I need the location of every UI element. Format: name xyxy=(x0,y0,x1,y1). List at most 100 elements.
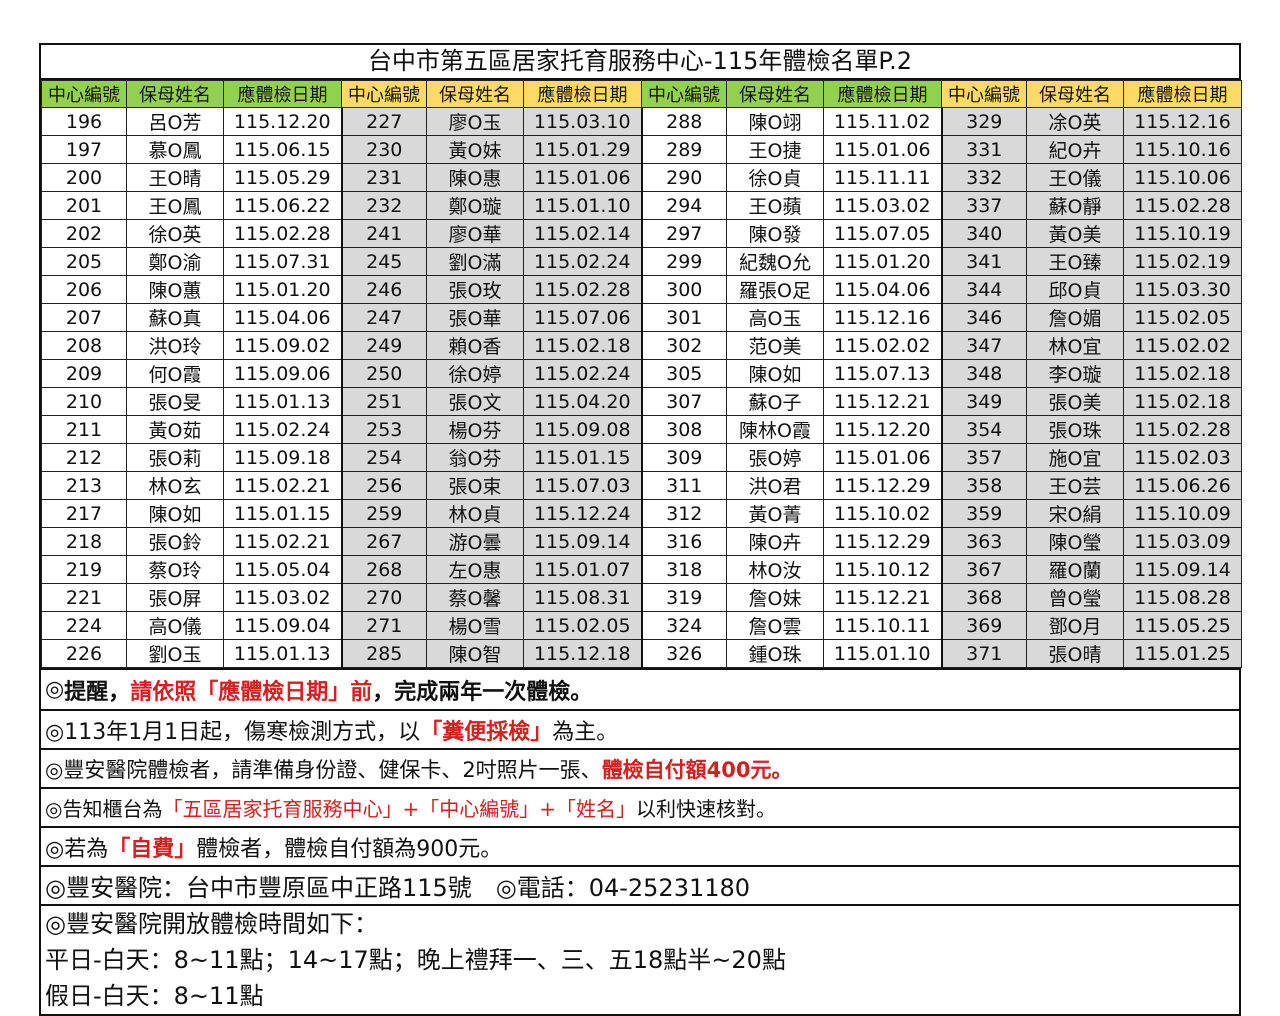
caregiver-name-cell: 陳O如 xyxy=(726,359,824,388)
note-text: ◎告知櫃台為 xyxy=(45,797,163,821)
caregiver-name-cell: 劉O滿 xyxy=(426,247,524,276)
header-center-id: 中心編號 xyxy=(641,80,727,108)
caregiver-name-cell: 鄧O月 xyxy=(1026,611,1124,640)
caregiver-name-cell: 張O美 xyxy=(1026,387,1124,416)
table-row: 201 王O鳳 115.06.22 232 鄭O璇 115.01.10 294 王O蘋 115.… xyxy=(41,191,1242,220)
due-date-cell: 115.07.13 xyxy=(823,359,942,388)
header-due-date: 應體檢日期 xyxy=(823,80,942,108)
caregiver-name-cell: 陳O發 xyxy=(726,219,824,248)
caregiver-name-cell: 蘇O子 xyxy=(726,387,824,416)
due-date-cell: 115.05.04 xyxy=(223,555,342,584)
center-id-cell: 197 xyxy=(41,135,127,164)
caregiver-name-cell: 詹O妹 xyxy=(726,583,824,612)
center-id-cell: 241 xyxy=(340,219,427,248)
center-id-cell: 205 xyxy=(41,247,127,276)
sheet-title: 台中市第五區居家托育服務中心-115年體檢名單P.2 xyxy=(41,45,1239,80)
center-id-cell: 371 xyxy=(940,639,1027,668)
center-id-cell: 312 xyxy=(640,499,727,528)
table-row: 218 張O鈴 115.02.21 267 游O曇 115.09.14 316 陳O卉 115.… xyxy=(41,527,1242,556)
due-date-cell: 115.01.10 xyxy=(823,639,942,668)
due-date-cell: 115.10.02 xyxy=(823,499,942,528)
note-text: ◎ xyxy=(45,677,65,702)
caregiver-name-cell: 劉O玉 xyxy=(126,639,224,668)
caregiver-name-cell: 蔡O玲 xyxy=(126,555,224,584)
due-date-cell: 115.01.06 xyxy=(523,163,642,192)
hours-note: ◎豐安醫院開放體檢時間如下： 平日-白天：8~11點；14~17點；晚上禮拜一、… xyxy=(41,904,1239,1014)
caregiver-name-cell: 張O珠 xyxy=(1026,415,1124,444)
due-date-cell: 115.06.15 xyxy=(223,135,342,164)
center-id-cell: 267 xyxy=(340,527,427,556)
due-date-cell: 115.03.02 xyxy=(823,191,942,220)
table-row: 208 洪O玲 115.09.02 249 賴O香 115.02.18 302 范O美 115.… xyxy=(41,331,1242,360)
header-due-date: 應體檢日期 xyxy=(223,80,342,108)
due-date-cell: 115.01.06 xyxy=(823,135,942,164)
table-row: 202 徐O英 115.02.28 241 廖O華 115.02.14 297 陳O發 115.… xyxy=(41,219,1242,248)
caregiver-name-cell: 張O莉 xyxy=(126,443,224,472)
note-line: ◎告知櫃台為 「五區居家托育服務中心」+「中心編號」+「姓名」 以利快速核對。 xyxy=(41,787,1239,826)
table-row: 226 劉O玉 115.01.13 285 陳O智 115.12.18 326 鍾O珠 115.… xyxy=(41,639,1242,668)
caregiver-name-cell: 翁O芬 xyxy=(426,443,524,472)
center-id-cell: 247 xyxy=(340,303,427,332)
note-text: 提醒， xyxy=(64,679,131,705)
center-id-cell: 346 xyxy=(940,303,1027,332)
due-date-cell: 115.05.29 xyxy=(223,163,342,192)
note-text: ◎豐安醫院：台中市豐原區中正路115號 ◎電話：04-25231180 xyxy=(45,874,751,902)
due-date-cell: 115.12.20 xyxy=(823,415,942,444)
note-text: 以利快速核對。 xyxy=(635,797,776,821)
caregiver-name-cell: 李O璇 xyxy=(1026,359,1124,388)
due-date-cell: 115.02.02 xyxy=(1123,331,1242,360)
due-date-cell: 115.01.15 xyxy=(223,499,342,528)
center-id-cell: 210 xyxy=(41,387,127,416)
due-date-cell: 115.03.02 xyxy=(223,583,342,612)
due-date-cell: 115.01.13 xyxy=(223,387,342,416)
center-id-cell: 230 xyxy=(340,135,427,164)
center-id-cell: 349 xyxy=(940,387,1027,416)
table-row: 196 呂O芳 115.12.20 227 廖O玉 115.03.10 288 陳O翊 115.… xyxy=(41,107,1242,136)
caregiver-name-cell: 張O晴 xyxy=(1026,639,1124,668)
caregiver-name-cell: 林O玄 xyxy=(126,471,224,500)
due-date-cell: 115.06.26 xyxy=(1123,471,1242,500)
center-id-cell: 308 xyxy=(640,415,727,444)
due-date-cell: 115.04.06 xyxy=(823,275,942,304)
center-id-cell: 232 xyxy=(340,191,427,220)
center-id-cell: 307 xyxy=(640,387,727,416)
due-date-cell: 115.02.18 xyxy=(1123,387,1242,416)
hours-heading: ◎豐安醫院開放體檢時間如下： xyxy=(45,910,378,938)
note-text: ◎若為 xyxy=(45,836,109,862)
due-date-cell: 115.01.06 xyxy=(823,443,942,472)
due-date-cell: 115.02.02 xyxy=(823,331,942,360)
caregiver-name-cell: 詹O媚 xyxy=(1026,303,1124,332)
center-id-cell: 285 xyxy=(340,639,427,668)
due-date-cell: 115.02.05 xyxy=(523,611,642,640)
caregiver-name-cell: 王O儀 xyxy=(1026,163,1124,192)
caregiver-name-cell: 宋O絹 xyxy=(1026,499,1124,528)
due-date-cell: 115.11.11 xyxy=(823,163,942,192)
caregiver-name-cell: 慕O鳳 xyxy=(126,135,224,164)
center-id-cell: 201 xyxy=(41,191,127,220)
note-emphasis: 「糞便採檢」 xyxy=(420,719,553,745)
center-id-cell: 331 xyxy=(940,135,1027,164)
center-id-cell: 309 xyxy=(640,443,727,472)
table-row: 209 何O霞 115.09.06 250 徐O婷 115.02.24 305 陳O如 115.… xyxy=(41,359,1242,388)
due-date-cell: 115.01.29 xyxy=(523,135,642,164)
center-id-cell: 202 xyxy=(41,219,127,248)
center-id-cell: 250 xyxy=(340,359,427,388)
center-id-cell: 368 xyxy=(940,583,1027,612)
center-id-cell: 316 xyxy=(640,527,727,556)
note-emphasis: 體檢自付額400元。 xyxy=(601,757,793,782)
due-date-cell: 115.03.30 xyxy=(1123,275,1242,304)
center-id-cell: 200 xyxy=(41,163,127,192)
due-date-cell: 115.02.28 xyxy=(223,219,342,248)
center-id-cell: 259 xyxy=(340,499,427,528)
caregiver-name-cell: 何O霞 xyxy=(126,359,224,388)
due-date-cell: 115.12.21 xyxy=(823,583,942,612)
center-id-cell: 369 xyxy=(940,611,1027,640)
caregiver-name-cell: 紀O卉 xyxy=(1026,135,1124,164)
center-id-cell: 270 xyxy=(340,583,427,612)
due-date-cell: 115.12.18 xyxy=(523,639,642,668)
center-id-cell: 249 xyxy=(340,331,427,360)
due-date-cell: 115.12.29 xyxy=(823,527,942,556)
caregiver-name-cell: 張O文 xyxy=(426,387,524,416)
note-emphasis: 「五區居家托育服務中心」+「中心編號」+「姓名」 xyxy=(162,797,636,821)
center-id-cell: 326 xyxy=(640,639,727,668)
